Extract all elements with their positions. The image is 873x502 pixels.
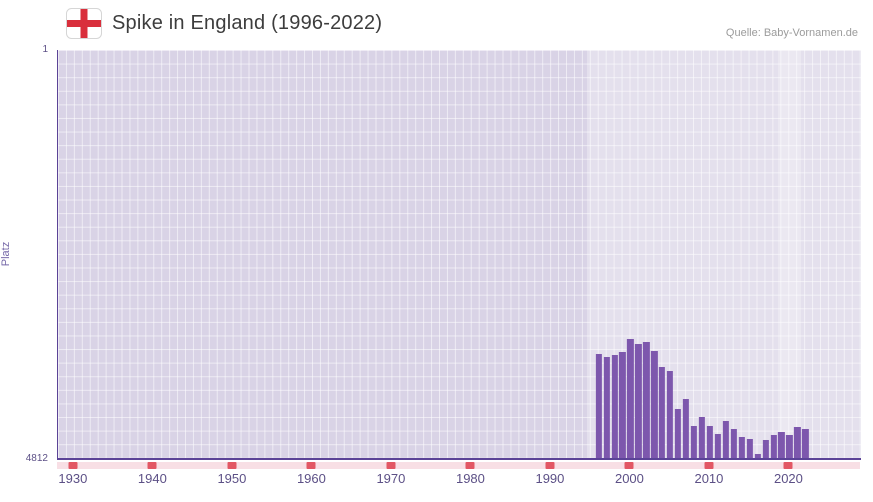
decade-marker-1970 xyxy=(386,462,396,469)
x-tick-1960: 1960 xyxy=(296,471,326,486)
bar-2006[interactable] xyxy=(675,408,682,458)
decade-marker-2000 xyxy=(624,462,634,469)
x-tick-2000: 2000 xyxy=(614,471,644,486)
bar-2004[interactable] xyxy=(659,367,666,458)
x-tick-1990: 1990 xyxy=(535,471,565,486)
decade-marker-2020 xyxy=(783,462,793,469)
decade-marker-1940 xyxy=(147,462,157,469)
bar-2012[interactable] xyxy=(722,421,729,458)
bar-1996[interactable] xyxy=(595,353,602,458)
bar-2019[interactable] xyxy=(778,431,785,458)
bar-2020[interactable] xyxy=(786,434,793,458)
bar-2014[interactable] xyxy=(738,436,745,458)
y-tick-bottom: 4812 xyxy=(25,453,48,464)
bar-2008[interactable] xyxy=(690,426,698,458)
bar-2015[interactable] xyxy=(746,439,753,458)
y-tick-top: 1 xyxy=(42,44,48,55)
bar-2011[interactable] xyxy=(714,434,722,458)
bar-2021[interactable] xyxy=(794,427,801,458)
source-attribution: Quelle: Baby-Vornamen.de xyxy=(725,27,858,39)
bar-2018[interactable] xyxy=(770,434,777,458)
x-tick-1930: 1930 xyxy=(58,471,88,486)
x-tick-2020: 2020 xyxy=(773,471,803,486)
chart-title: Spike in England (1996-2022) xyxy=(112,12,383,34)
decade-marker-1960 xyxy=(306,462,316,469)
bar-2010[interactable] xyxy=(706,426,714,458)
bar-2005[interactable] xyxy=(667,371,674,458)
bar-2009[interactable] xyxy=(698,417,706,458)
highlight-region xyxy=(777,50,802,458)
bar-2001[interactable] xyxy=(635,344,642,458)
decade-marker-1930 xyxy=(68,462,78,469)
decade-marker-2010 xyxy=(704,462,714,469)
plot-area xyxy=(57,50,861,460)
bar-2017[interactable] xyxy=(762,440,769,458)
x-tick-1940: 1940 xyxy=(137,471,167,486)
decade-marker-1950 xyxy=(227,462,237,469)
decade-marker-1980 xyxy=(465,462,475,469)
x-tick-1950: 1950 xyxy=(217,471,247,486)
bar-2000[interactable] xyxy=(627,339,634,458)
bar-1997[interactable] xyxy=(603,356,610,458)
y-axis-label: Platz xyxy=(0,241,12,267)
bar-2013[interactable] xyxy=(730,429,737,458)
bar-1998[interactable] xyxy=(611,355,618,458)
bar-2022[interactable] xyxy=(802,429,809,458)
bar-2016[interactable] xyxy=(754,453,761,458)
bar-2007[interactable] xyxy=(682,399,690,458)
bar-2003[interactable] xyxy=(651,350,658,458)
bar-2002[interactable] xyxy=(643,341,650,458)
x-tick-1970: 1970 xyxy=(376,471,406,486)
chart-header: Spike in England (1996-2022) Quelle: Bab… xyxy=(0,0,873,48)
x-tick-1980: 1980 xyxy=(455,471,485,486)
x-tick-2010: 2010 xyxy=(694,471,724,486)
decade-marker-1990 xyxy=(545,462,555,469)
x-axis-ticks: 1930 1940 1950 1960 1970 1980 1990 2000 2010 2020 xyxy=(57,471,860,489)
england-flag-icon xyxy=(66,8,102,39)
decade-marker-strip xyxy=(57,462,860,469)
bar-1999[interactable] xyxy=(619,351,626,458)
